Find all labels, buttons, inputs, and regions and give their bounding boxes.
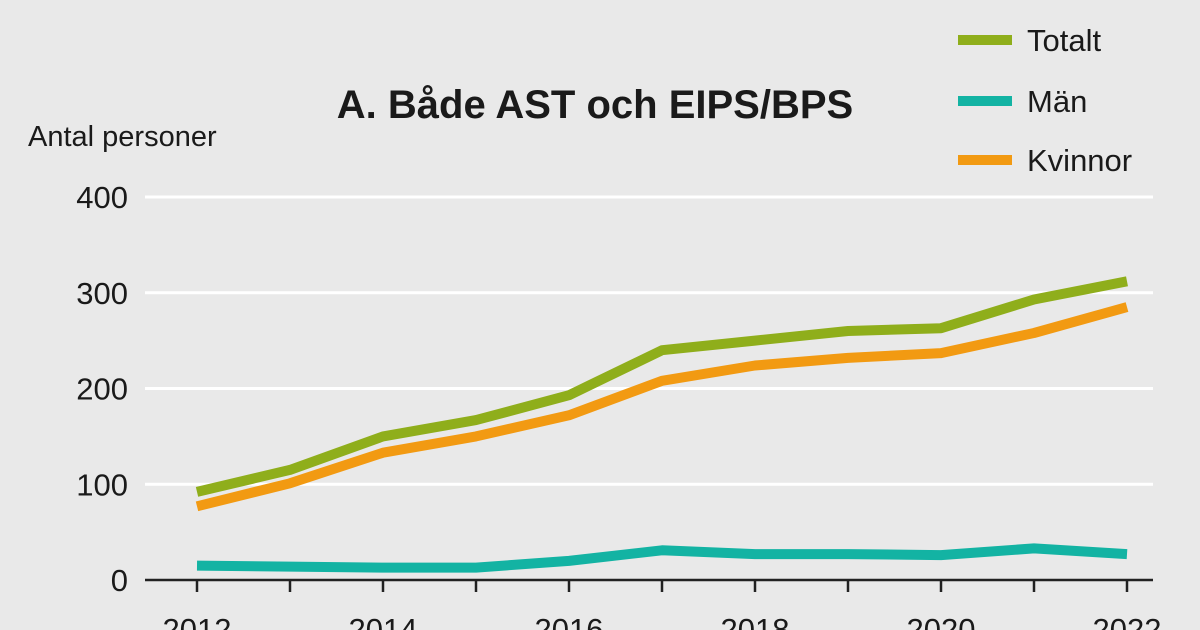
y-tick-label: 100: [76, 467, 128, 502]
x-tick-label: 2016: [535, 612, 604, 630]
x-axis: 2012 2014 2016 2018 2020 2022: [145, 578, 1162, 630]
y-tick-label: 0: [111, 563, 128, 598]
x-tick-label: 2012: [163, 612, 232, 630]
x-tick-label: 2020: [907, 612, 976, 630]
chart-title: A. Både AST och EIPS/BPS: [337, 83, 853, 127]
x-tick-label: 2022: [1093, 612, 1162, 630]
legend-label-män: Män: [1027, 84, 1087, 119]
y-tick-label: 300: [76, 276, 128, 311]
y-tick-labels: 0 100 200 300 400: [76, 180, 128, 598]
x-tick-label: 2014: [349, 612, 418, 630]
y-tick-label: 400: [76, 180, 128, 215]
series-line-totalt: [195, 276, 1128, 497]
series-lines: [195, 276, 1129, 573]
series-line-kvinnor: [195, 302, 1129, 512]
legend: Totalt Män Kvinnor: [958, 23, 1132, 178]
y-axis-label: Antal personer: [28, 121, 217, 153]
y-tick-label: 200: [76, 372, 128, 407]
legend-label-kvinnor: Kvinnor: [1027, 143, 1132, 178]
grid-lines: [145, 195, 1153, 486]
x-tick-label: 2018: [721, 612, 790, 630]
series-line-män: [196, 543, 1128, 573]
legend-label-totalt: Totalt: [1027, 23, 1101, 58]
